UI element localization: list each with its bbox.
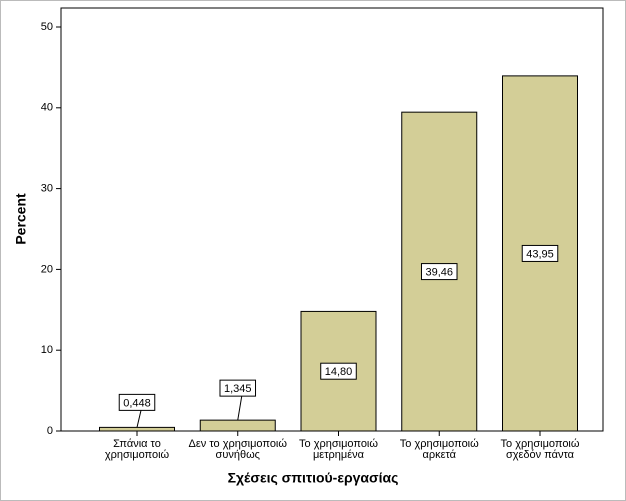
label-leader bbox=[237, 396, 243, 421]
x-tick-label: Δεν το χρησιμοποιώ συνήθως bbox=[189, 438, 288, 461]
y-tick-label: 40 bbox=[41, 102, 53, 114]
x-tick-label-line: σχεδόν πάντα bbox=[506, 449, 575, 461]
value-label: 0,448 bbox=[123, 397, 151, 409]
x-tick-label: Το χρησιμοποιώ σχεδόν πάντα bbox=[501, 438, 580, 461]
x-tick-label: Σπάνια το χρησιμοποιώ bbox=[105, 438, 170, 461]
x-tick-label-line: Το χρησιμοποιώ bbox=[501, 438, 580, 450]
x-tick-label-line: Το χρησιμοποιώ bbox=[299, 438, 378, 450]
value-label-box bbox=[521, 244, 559, 262]
x-tick-label-line: συνήθως bbox=[216, 449, 260, 461]
label-leader bbox=[136, 410, 142, 428]
x-axis-label: Σχέσεις σπιτιού-εργασίας bbox=[228, 470, 399, 486]
x-tick-label: Το χρησιμοποιώ μετρημένα bbox=[299, 438, 378, 461]
x-tick-label-line: Το χρησιμοποιώ bbox=[400, 438, 479, 450]
value-label: 43,95 bbox=[526, 248, 554, 260]
y-tick-label: 10 bbox=[41, 344, 53, 356]
value-label-box bbox=[420, 263, 458, 281]
value-label: 14,80 bbox=[325, 366, 353, 378]
value-label: 1,345 bbox=[224, 383, 252, 395]
value-label-box bbox=[219, 379, 257, 397]
y-axis-label: Percent bbox=[13, 193, 29, 245]
bar bbox=[199, 419, 276, 432]
y-tick-label: 20 bbox=[41, 263, 53, 275]
y-tick-label: 30 bbox=[41, 183, 53, 195]
x-tick-label: Το χρησιμοποιώ αρκετά bbox=[400, 438, 479, 461]
bar bbox=[99, 426, 175, 432]
y-tick-label: 0 bbox=[47, 425, 53, 437]
x-tick-label-line: Δεν το χρησιμοποιώ bbox=[189, 438, 288, 450]
y-tick-label: 50 bbox=[41, 21, 53, 33]
x-tick-label-line: Σπάνια το bbox=[113, 438, 161, 450]
x-tick-label-line: μετρημένα bbox=[313, 449, 365, 461]
x-tick-label-line: χρησιμοποιώ bbox=[105, 449, 170, 461]
value-label-box bbox=[320, 362, 357, 380]
value-label: 39,46 bbox=[425, 266, 453, 278]
value-label-box bbox=[118, 393, 156, 411]
x-tick-label-line: αρκετά bbox=[422, 449, 456, 461]
